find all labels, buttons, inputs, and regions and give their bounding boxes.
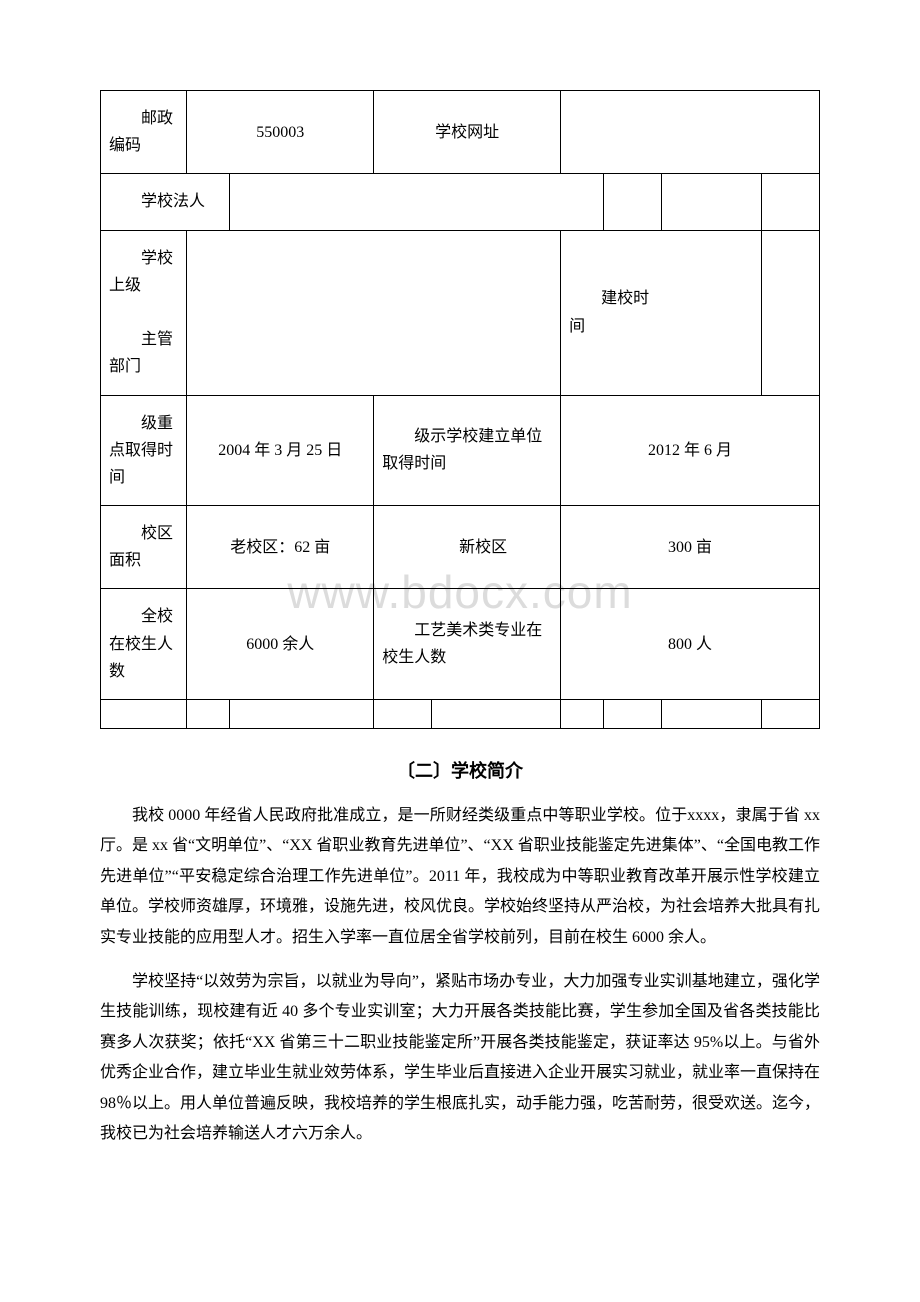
cell-value [604,174,662,230]
cell-empty [431,700,560,729]
school-info-table: 邮政编码 550003 学校网址 学校法人 学校上级主管部门 建校时间 [100,90,820,729]
cell-value: 6000 余人 [187,589,374,700]
cell-label: 学校法人 [101,174,230,230]
cell-value [661,174,762,230]
cell-value [187,230,561,395]
cell-label: 校区面积 [101,506,187,589]
paragraph: 我校 0000 年经省人民政府批准成立，是一所财经类级重点中等职业学校。位于xx… [100,801,820,953]
paragraph: 学校坚持“以效劳为宗旨，以就业为导向”，紧贴市场办专业，大力加强专业实训基地建立… [100,967,820,1149]
cell-empty [561,700,604,729]
cell-empty [661,700,762,729]
cell-label: 学校上级主管部门 [101,230,187,395]
cell-label: 级重点取得时间 [101,395,187,506]
cell-value: 老校区：62 亩 [187,506,374,589]
cell-value [561,91,820,174]
cell-value [762,174,820,230]
cell-value [230,174,604,230]
cell-value: 2004 年 3 月 25 日 [187,395,374,506]
table-row [101,700,820,729]
cell-value: 300 亩 [561,506,820,589]
table-row: 学校上级主管部门 建校时间 [101,230,820,395]
cell-label: 工艺美术类专业在校生人数 [374,589,561,700]
cell-value: 550003 [187,91,374,174]
cell-empty [762,700,820,729]
cell-label: 级示学校建立单位取得时间 [374,395,561,506]
cell-label: 邮政编码 [101,91,187,174]
cell-empty [187,700,230,729]
cell-value [762,230,820,395]
section-title: 〔二〕学校简介 [100,757,820,783]
cell-value: 2012 年 6 月 [561,395,820,506]
table-row: 校区面积 老校区：62 亩 新校区 300 亩 [101,506,820,589]
cell-label: 建校时间 [561,230,762,395]
cell-label: 学校网址 [374,91,561,174]
cell-empty [374,700,432,729]
cell-empty [230,700,374,729]
table-row: 学校法人 [101,174,820,230]
cell-label: 新校区 [374,506,561,589]
cell-empty [604,700,662,729]
cell-empty [101,700,187,729]
table-row: 邮政编码 550003 学校网址 [101,91,820,174]
table-row: 级重点取得时间 2004 年 3 月 25 日 级示学校建立单位取得时间 201… [101,395,820,506]
cell-label: 全校在校生人数 [101,589,187,700]
table-row: 全校在校生人数 6000 余人 工艺美术类专业在校生人数 800 人 [101,589,820,700]
cell-value: 800 人 [561,589,820,700]
